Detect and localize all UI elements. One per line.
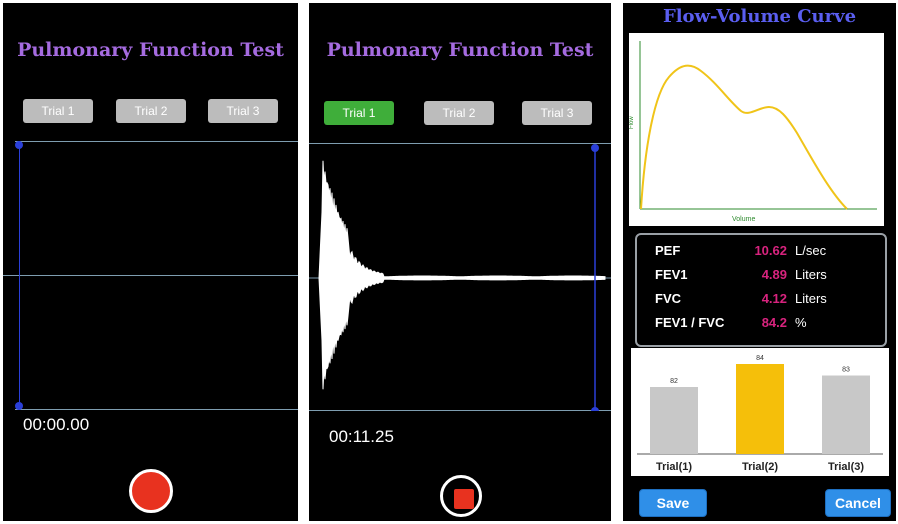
trial-3-button[interactable]: Trial 3	[208, 99, 278, 123]
trial-2-button[interactable]: Trial 2	[424, 101, 494, 125]
result-row-fev1: FEV1 4.89 Liters	[637, 267, 885, 289]
screen-title: Pulmonary Function Test	[326, 39, 594, 61]
result-unit: L/sec	[795, 243, 827, 258]
waveform	[309, 144, 611, 411]
volume-axis-label: Volume	[732, 216, 755, 223]
result-value: 4.12	[761, 291, 787, 306]
trial-1-button[interactable]: Trial 1	[324, 101, 394, 125]
trial-bar-chart: 82 Trial(1) 84 Trial(2) 83 Trial(3)	[631, 348, 889, 476]
bar-trial3	[822, 375, 870, 454]
results-screen: Flow-Volume Curve Flow Volume PEF 10.62 …	[623, 3, 896, 521]
waveform-top-line	[309, 143, 611, 144]
result-label: FEV1 / FVC	[655, 315, 725, 330]
result-row-pef: PEF 10.62 L/sec	[637, 243, 885, 265]
waveform-signal	[318, 160, 606, 390]
recording-screen-idle: Pulmonary Function Test Trial 1 Trial 2 …	[3, 3, 298, 521]
trial-2-button[interactable]: Trial 2	[116, 99, 186, 123]
flow-volume-svg: Flow Volume	[629, 41, 877, 223]
bar-category-label: Trial(2)	[742, 461, 778, 473]
result-value: 4.89	[761, 267, 787, 282]
recording-screen-active: Pulmonary Function Test Trial 1 Trial 2 …	[309, 3, 611, 521]
trial-bar-chart-svg: 82 Trial(1) 84 Trial(2) 83 Trial(3)	[637, 355, 883, 473]
result-row-fvc: FVC 4.12 Liters	[637, 291, 885, 313]
waveform-baseline	[3, 275, 298, 276]
result-value: 10.62	[754, 243, 787, 258]
bar-category-label: Trial(1)	[656, 461, 692, 473]
result-unit: Liters	[795, 267, 827, 282]
cursor-bottom-handle	[15, 402, 23, 410]
waveform-cursor-line	[19, 145, 20, 407]
cancel-button[interactable]: Cancel	[825, 489, 891, 517]
trial-1-button[interactable]: Trial 1	[23, 99, 93, 123]
flow-axis-label: Flow	[629, 116, 635, 129]
result-row-fev1-fvc: FEV1 / FVC 84.2 %	[637, 315, 885, 337]
results-panel: PEF 10.62 L/sec FEV1 4.89 Liters FVC 4.1…	[635, 233, 887, 347]
result-unit: Liters	[795, 291, 827, 306]
waveform-top-line	[15, 141, 298, 142]
bar-data-label: 82	[670, 378, 678, 385]
waveform-bottom-line	[15, 409, 298, 410]
result-label: FVC	[655, 291, 681, 306]
timer-display: 00:11.25	[329, 427, 394, 446]
bar-trial2	[736, 364, 784, 454]
result-label: PEF	[655, 243, 681, 258]
flow-volume-plot: Flow Volume	[629, 33, 884, 226]
stop-icon	[454, 489, 474, 509]
waveform-bottom-line	[309, 410, 611, 411]
stop-button[interactable]	[440, 475, 482, 517]
bar-data-label: 84	[756, 355, 764, 362]
screen-title: Pulmonary Function Test	[17, 39, 284, 61]
timer-display: 00:00.00	[23, 415, 90, 434]
result-label: FEV1	[655, 267, 688, 282]
result-value: 84.2	[761, 315, 787, 330]
bar-category-label: Trial(3)	[828, 461, 864, 473]
bar-data-label: 83	[842, 367, 850, 374]
record-button[interactable]	[129, 469, 173, 513]
screen-title: Flow-Volume Curve	[662, 6, 857, 27]
bar-trial1	[650, 387, 698, 454]
result-unit: %	[795, 315, 807, 330]
cursor-bottom-handle	[591, 407, 599, 411]
flow-volume-line	[640, 64, 848, 210]
trial-3-button[interactable]: Trial 3	[522, 101, 592, 125]
cursor-top-handle	[15, 141, 23, 149]
cursor-top-handle	[591, 144, 599, 152]
save-button[interactable]: Save	[639, 489, 707, 517]
